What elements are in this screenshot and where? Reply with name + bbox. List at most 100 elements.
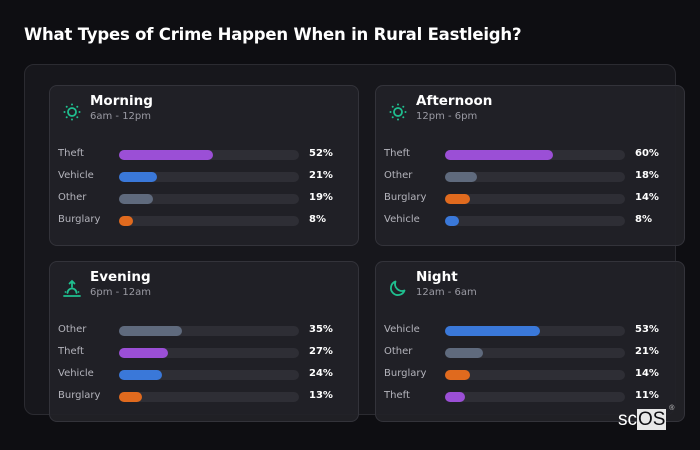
card-morning: Morning 6am - 12pm Theft 52% Vehicle 21%…	[49, 85, 359, 246]
category-label: Other	[384, 346, 413, 357]
bar-track	[445, 150, 625, 160]
bar-fill	[445, 326, 541, 336]
category-label: Burglary	[58, 214, 101, 225]
percent-value: 60%	[635, 148, 659, 159]
time-range: 6am - 12pm	[90, 111, 152, 122]
card-evening: Evening 6pm - 12am Other 35% Theft 27% V…	[49, 261, 359, 422]
category-label: Burglary	[384, 368, 427, 379]
bar-fill	[445, 194, 471, 204]
bar-fill	[445, 172, 478, 182]
bar-track	[119, 392, 299, 402]
bar-track	[119, 216, 299, 226]
percent-value: 21%	[309, 170, 333, 181]
bar-track	[445, 194, 625, 204]
category-label: Vehicle	[58, 368, 94, 379]
moon-icon	[388, 278, 408, 298]
bar-fill	[119, 172, 157, 182]
category-label: Vehicle	[58, 170, 94, 181]
category-label: Theft	[58, 346, 84, 357]
percent-value: 13%	[309, 390, 333, 401]
bar-row: Burglary 14%	[376, 192, 684, 205]
bar-fill	[445, 216, 460, 226]
bar-fill	[119, 392, 143, 402]
percent-value: 52%	[309, 148, 333, 159]
bar-track	[119, 370, 299, 380]
time-range: 12pm - 6pm	[416, 111, 478, 122]
percent-value: 18%	[635, 170, 659, 181]
bar-fill	[119, 150, 213, 160]
sun-icon	[388, 102, 408, 122]
card-title: Afternoon	[416, 93, 493, 109]
percent-value: 14%	[635, 192, 659, 203]
bar-fill	[445, 150, 553, 160]
bar-row: Theft 60%	[376, 148, 684, 161]
category-label: Other	[384, 170, 413, 181]
category-label: Burglary	[384, 192, 427, 203]
percent-value: 21%	[635, 346, 659, 357]
sunset-icon	[62, 278, 82, 298]
card-night: Night 12am - 6am Vehicle 53% Other 21% B…	[375, 261, 685, 422]
bar-row: Theft 27%	[50, 346, 358, 359]
bar-track	[445, 326, 625, 336]
category-label: Theft	[384, 148, 410, 159]
card-title: Morning	[90, 93, 153, 109]
category-label: Theft	[58, 148, 84, 159]
percent-value: 24%	[309, 368, 333, 379]
bar-row: Vehicle 24%	[50, 368, 358, 381]
category-label: Burglary	[58, 390, 101, 401]
bar-fill	[119, 216, 134, 226]
percent-value: 35%	[309, 324, 333, 335]
percent-value: 11%	[635, 390, 659, 401]
bar-track	[445, 392, 625, 402]
percent-value: 8%	[635, 214, 652, 225]
percent-value: 53%	[635, 324, 659, 335]
bar-row: Other 18%	[376, 170, 684, 183]
logo-os: OS	[637, 409, 667, 430]
bar-fill	[119, 194, 154, 204]
chart-title: What Types of Crime Happen When in Rural…	[24, 25, 522, 44]
logo-sc: sc	[618, 409, 637, 430]
bar-track	[119, 348, 299, 358]
bar-fill	[445, 348, 483, 358]
bar-row: Burglary 8%	[50, 214, 358, 227]
bar-fill	[119, 348, 168, 358]
category-label: Vehicle	[384, 214, 420, 225]
time-range: 12am - 6am	[416, 287, 477, 298]
registered-mark: ®	[669, 405, 675, 412]
bar-fill	[445, 370, 471, 380]
bar-track	[445, 370, 625, 380]
bar-track	[119, 150, 299, 160]
bar-track	[445, 216, 625, 226]
bar-row: Vehicle 53%	[376, 324, 684, 337]
bar-row: Theft 11%	[376, 390, 684, 403]
bar-row: Other 21%	[376, 346, 684, 359]
bar-row: Vehicle 8%	[376, 214, 684, 227]
bar-row: Other 35%	[50, 324, 358, 337]
percent-value: 8%	[309, 214, 326, 225]
scos-logo: scOS ®	[618, 405, 674, 431]
category-label: Theft	[384, 390, 410, 401]
percent-value: 27%	[309, 346, 333, 357]
bar-track	[119, 326, 299, 336]
bar-fill	[119, 326, 182, 336]
sun-icon	[62, 102, 82, 122]
bar-row: Vehicle 21%	[50, 170, 358, 183]
bar-track	[119, 172, 299, 182]
card-title: Evening	[90, 269, 151, 285]
category-label: Other	[58, 324, 87, 335]
percent-value: 19%	[309, 192, 333, 203]
category-label: Vehicle	[384, 324, 420, 335]
bar-fill	[445, 392, 465, 402]
bar-fill	[119, 370, 163, 380]
category-label: Other	[58, 192, 87, 203]
percent-value: 14%	[635, 368, 659, 379]
bar-track	[445, 172, 625, 182]
card-title: Night	[416, 269, 458, 285]
bar-row: Burglary 14%	[376, 368, 684, 381]
card-afternoon: Afternoon 12pm - 6pm Theft 60% Other 18%…	[375, 85, 685, 246]
time-range: 6pm - 12am	[90, 287, 152, 298]
bar-row: Other 19%	[50, 192, 358, 205]
bar-track	[445, 348, 625, 358]
bar-track	[119, 194, 299, 204]
bar-row: Burglary 13%	[50, 390, 358, 403]
